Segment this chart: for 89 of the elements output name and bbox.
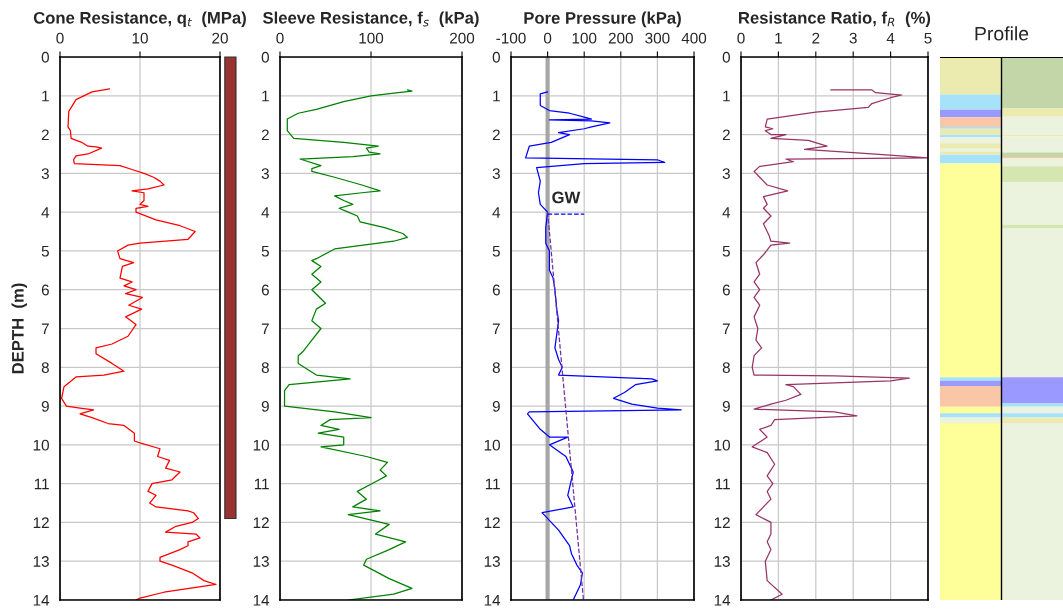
y-tick-label: 11 — [715, 478, 730, 490]
chart-title: Cone Resistance, q$_{t}$ (MPa) — [33, 11, 246, 28]
y-tick-label: 12 — [484, 517, 500, 528]
x-tick-label: 0 — [737, 32, 745, 44]
y-tick-label: 8 — [261, 362, 269, 373]
y-tick-label: 10 — [33, 439, 49, 451]
x-tick-label: 300 — [645, 32, 670, 44]
annotation: GW — [552, 191, 581, 204]
y-tick-label: 7 — [492, 323, 500, 335]
y-tick-label: 1 — [42, 90, 49, 102]
y-tick-label: 7 — [41, 323, 49, 335]
y-tick-label: 7 — [261, 323, 269, 335]
y-axis-title: DEPTH (m) — [11, 283, 28, 374]
y-tick-label: 10 — [714, 439, 730, 451]
y-tick-label: 6 — [261, 284, 269, 296]
x-tick-label: -100 — [496, 32, 526, 44]
y-tick-label: 1 — [493, 90, 500, 102]
y-tick-label: 3 — [722, 168, 730, 180]
y-tick-label: 14 — [714, 595, 731, 606]
y-tick-label: 12 — [253, 517, 269, 528]
x-tick-label: 2 — [812, 32, 820, 44]
y-tick-label: 9 — [41, 400, 49, 412]
y-tick-label: 11 — [254, 478, 269, 490]
y-tick-label: 12 — [714, 517, 730, 528]
y-tick-label: 9 — [261, 400, 269, 412]
y-tick-label: 3 — [261, 168, 269, 180]
x-tick-label: 200 — [608, 32, 633, 44]
line-series — [751, 89, 928, 600]
y-tick-label: 2 — [722, 129, 730, 141]
y-tick-label: 4 — [261, 207, 270, 218]
chart-title: Sleeve Resistance, f$_{s}$ (kPa) — [262, 11, 479, 28]
y-tick-label: 1 — [723, 90, 730, 102]
y-tick-label: 10 — [484, 439, 500, 451]
x-tick-label: 0 — [56, 32, 64, 44]
x-tick-label: 20 — [212, 32, 228, 44]
y-tick-label: 13 — [714, 556, 730, 567]
y-tick-label: 4 — [41, 207, 50, 218]
line-series — [60, 88, 217, 600]
y-tick-label: 13 — [33, 556, 49, 567]
y-tick-label: 4 — [722, 207, 731, 218]
y-tick-label: 5 — [41, 245, 49, 257]
x-tick-label: 100 — [359, 32, 384, 44]
x-tick-label: 10 — [132, 32, 148, 44]
y-tick-label: 1 — [262, 90, 269, 102]
line-series — [283, 89, 413, 600]
text: Profile — [975, 26, 1029, 41]
y-tick-label: 2 — [41, 129, 49, 141]
x-tick-label: 200 — [450, 32, 475, 44]
x-tick-label: 400 — [681, 32, 707, 44]
y-tick-label: 7 — [722, 323, 730, 335]
x-tick-label: 3 — [849, 32, 857, 44]
y-tick-label: 5 — [492, 245, 500, 257]
y-tick-label: 10 — [253, 439, 269, 451]
y-tick-label: 0 — [41, 51, 49, 63]
y-tick-label: 8 — [722, 362, 730, 373]
y-tick-label: 0 — [261, 51, 269, 63]
x-tick-label: 5 — [924, 32, 932, 44]
chart-title: Pore Pressure (kPa) — [524, 11, 681, 28]
y-tick-label: 14 — [33, 595, 50, 606]
x-tick-label: 1 — [775, 32, 782, 44]
y-tick-label: 13 — [253, 556, 269, 567]
x-tick-label: 100 — [572, 32, 597, 44]
line-series — [525, 91, 682, 600]
y-tick-label: 6 — [492, 284, 500, 296]
y-tick-label: 0 — [722, 51, 730, 63]
y-tick-label: 11 — [485, 478, 500, 490]
y-tick-label: 14 — [484, 595, 501, 606]
y-tick-label: 5 — [722, 245, 730, 257]
y-tick-label: 3 — [41, 168, 49, 180]
y-tick-label: 8 — [41, 362, 49, 373]
y-tick-label: 12 — [33, 517, 49, 528]
y-tick-label: 2 — [492, 129, 500, 141]
y-tick-label: 11 — [34, 478, 49, 490]
y-tick-label: 2 — [261, 129, 269, 141]
y-tick-label: 9 — [492, 400, 500, 412]
x-tick-label: 0 — [276, 32, 284, 44]
y-tick-label: 6 — [41, 284, 49, 296]
y-tick-label: 5 — [261, 245, 269, 257]
x-tick-label: 4 — [886, 32, 895, 44]
y-tick-label: 6 — [722, 284, 730, 296]
y-tick-label: 9 — [722, 400, 730, 412]
chart-title: Resistance Ratio, f$_{R}$ (%) — [739, 11, 931, 28]
y-tick-label: 4 — [492, 207, 501, 218]
x-tick-label: 0 — [543, 32, 552, 44]
y-tick-label: 13 — [484, 556, 500, 567]
y-tick-label: 8 — [492, 362, 500, 373]
y-tick-label: 14 — [253, 595, 270, 606]
y-tick-label: 3 — [492, 168, 500, 180]
y-tick-label: 0 — [492, 51, 500, 63]
